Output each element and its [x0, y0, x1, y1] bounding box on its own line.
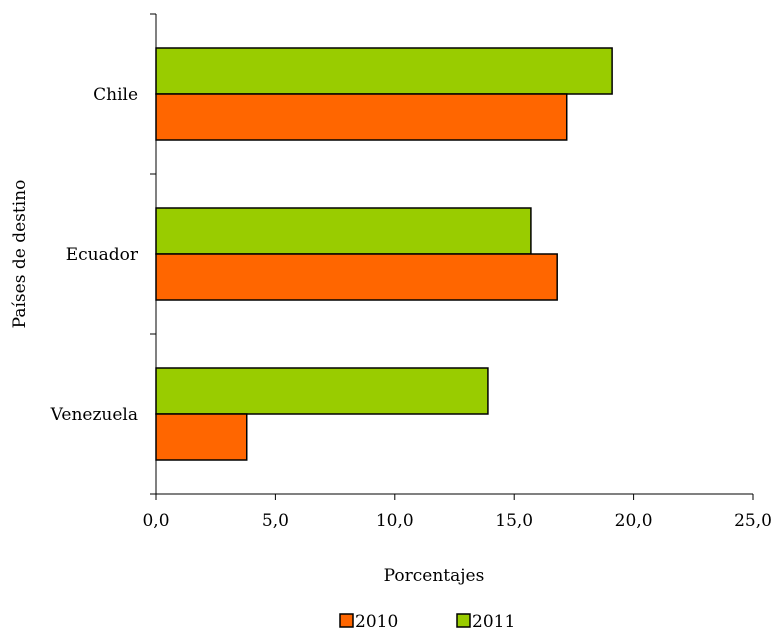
y-axis-title: Países de destino — [10, 180, 30, 329]
legend-swatch-2010 — [339, 613, 354, 628]
legend-swatch-2011 — [456, 613, 471, 628]
x-ticks-group: 0,0 5,0 10,0 15,0 20,0 25,0 — [142, 494, 772, 531]
bar-ecuador-2011 — [155, 207, 532, 255]
category-label-chile: Chile — [93, 85, 138, 105]
x-tick-label: 5,0 — [262, 511, 289, 531]
bar-venezuela-2011 — [155, 367, 489, 415]
x-tick-label: 15,0 — [495, 511, 533, 531]
x-tick-label: 20,0 — [615, 511, 653, 531]
x-tick-label: 0,0 — [142, 511, 169, 531]
bar-ecuador-2010 — [155, 253, 558, 301]
category-labels-group: Chile Ecuador Venezuela — [50, 85, 139, 425]
x-tick-label: 25,0 — [734, 511, 772, 531]
category-label-venezuela: Venezuela — [50, 405, 138, 425]
bar-chile-2011 — [155, 47, 613, 95]
bars-group — [155, 47, 613, 461]
legend-label-2011: 2011 — [472, 612, 515, 632]
bar-chile-2010 — [155, 93, 568, 141]
x-axis-title: Porcentajes — [384, 566, 485, 586]
category-label-ecuador: Ecuador — [66, 245, 139, 265]
bar-venezuela-2010 — [155, 413, 248, 461]
x-tick-label: 10,0 — [376, 511, 414, 531]
legend-label-2010: 2010 — [355, 612, 398, 632]
legend: 2010 2011 — [339, 612, 515, 632]
